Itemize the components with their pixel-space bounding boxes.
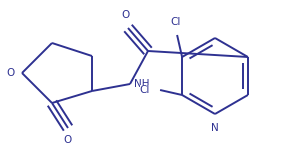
- Text: O: O: [122, 10, 130, 20]
- Text: O: O: [64, 135, 72, 145]
- Text: Cl: Cl: [170, 17, 180, 27]
- Text: NH: NH: [134, 79, 149, 89]
- Text: N: N: [211, 123, 219, 133]
- Text: Cl: Cl: [140, 85, 150, 95]
- Text: O: O: [7, 68, 15, 78]
